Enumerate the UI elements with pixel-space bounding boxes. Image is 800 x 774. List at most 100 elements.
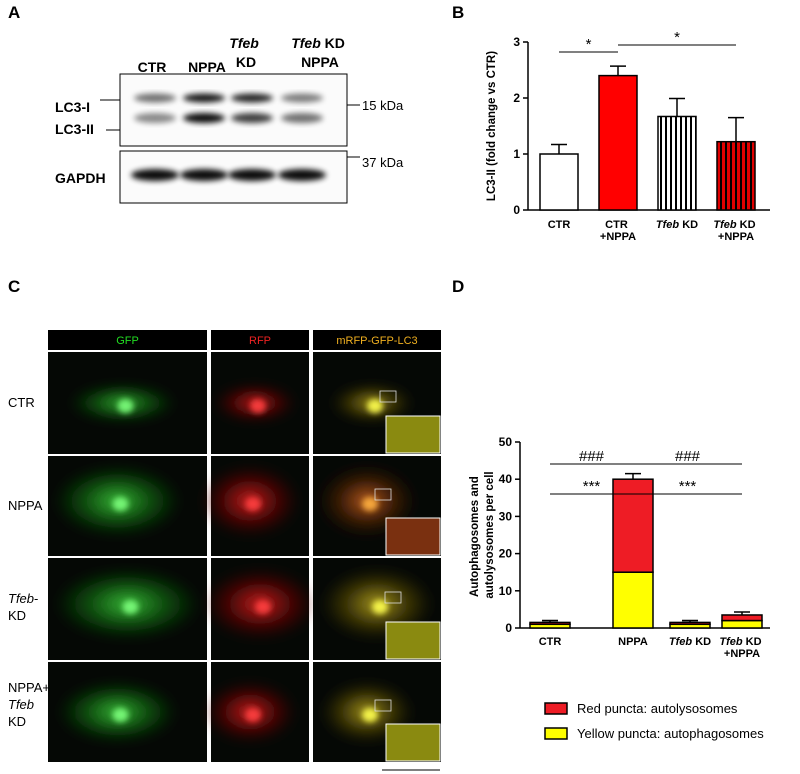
y-axis-label: Autophagosomes and autolysosomes per cel… [469,471,496,598]
lane-label: NPPA [188,59,226,75]
error-bar [669,97,685,117]
row-label: Tfeb- KD [8,591,42,623]
x-tick-label: NPPA [618,636,648,648]
column-header-bg [211,330,309,350]
legend-swatch [544,702,568,715]
blot-band [281,113,323,123]
band-label: GAPDH [55,170,106,186]
y-tick-label: 40 [499,472,513,486]
y-tick-label: 50 [499,435,513,449]
x-tick-label: Tfeb KD +NPPA [719,636,764,660]
bar-segment [612,478,654,573]
panel-label: D [452,277,464,296]
nucleus [362,708,378,722]
column-header: GFP [116,335,139,347]
nucleus [245,708,261,722]
bar [598,74,638,211]
nucleus [122,600,139,614]
x-tick-label: Tfeb KD +NPPA [713,219,758,243]
inset [385,517,441,556]
y-tick-label: 2 [513,91,520,105]
blot-band [281,93,323,103]
x-tick-label: CTR [548,219,571,231]
row-label: NPPA [8,498,43,513]
error-bar [682,619,698,623]
bar [657,115,697,211]
significance-label: * [674,29,680,46]
column-header-bg [313,330,441,350]
y-tick-label: 3 [513,35,520,49]
bar-segment [612,571,654,629]
error-bar [625,472,641,480]
significance-label: *** [679,478,697,495]
bar [539,153,579,211]
nucleus [117,399,134,413]
zoom-box [374,699,392,712]
zoom-box [384,591,402,604]
x-tick-label: Tfeb KD [669,636,711,648]
significance-label: * [586,36,592,53]
significance-label: ### [579,448,605,465]
y-label-group: Autophagosomes and autolysosomes per cel… [469,471,496,598]
legend-label: Red puncta: autolysosomes [577,701,738,716]
nucleus [245,497,261,511]
bar-segment [529,621,571,626]
blot-band [183,113,225,123]
blot-band [180,169,228,181]
legend-label: Yellow puncta: autophagosomes [577,726,764,741]
inset [385,415,441,454]
panel-label: A [8,3,20,22]
lane-label: Tfeb KD NPPA [291,35,349,70]
panel-label: C [8,277,20,296]
column-header-bg [48,330,207,350]
significance-label: *** [583,478,601,495]
error-bar [734,611,750,615]
bar-segment [721,614,763,622]
error-bar [728,116,744,142]
error-bar [542,619,558,623]
nucleus [362,497,378,511]
x-tick-label: Tfeb KD [656,219,698,231]
y-tick-label: 0 [505,621,512,635]
blot-band [231,113,273,123]
nucleus [367,399,383,413]
blot-band [228,169,276,181]
legend-swatch [544,727,568,740]
y-tick-label: 30 [499,509,513,523]
y-tick-label: 10 [499,584,513,598]
y-axis-label: LC3-II (fold change vs CTR) [486,51,498,201]
nucleus [112,497,129,511]
zoom-box [374,488,392,501]
y-tick-label: 1 [513,147,520,161]
y-label-group: LC3-II (fold change vs CTR) [486,51,498,201]
inset [385,723,441,762]
band-label: LC3-II [55,121,94,137]
lane-label: CTR [138,59,167,75]
significance-label: ### [675,448,701,465]
column-header: mRFP-GFP-LC3 [336,335,417,347]
nucleus [112,708,129,722]
bar-segment [669,621,711,626]
blot-box [119,73,348,147]
error-bar [551,143,567,154]
bar-segment [721,619,763,629]
lane-label: Tfeb KD [229,35,262,70]
y-tick-label: 0 [513,203,520,217]
marker-label: 37 kDa [362,155,404,170]
nucleus [372,600,388,614]
panel-label: B [452,3,464,22]
x-tick-label: CTR [539,636,562,648]
error-bar [610,65,626,76]
nucleus [255,600,271,614]
blot-band [134,113,176,123]
bar [716,140,756,211]
nucleus [250,399,266,413]
marker-label: 15 kDa [362,98,404,113]
y-tick-label: 20 [499,547,513,561]
inset [385,621,441,660]
blot-band [231,93,273,103]
blot-band [134,93,176,103]
row-label: NPPA+ Tfeb KD [8,680,54,729]
blot-band [278,169,326,181]
